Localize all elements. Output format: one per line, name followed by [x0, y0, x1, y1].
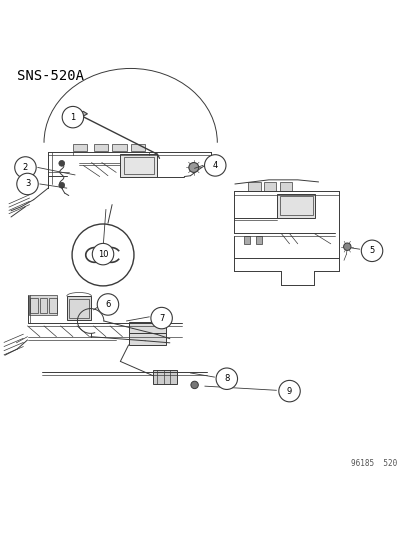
- Bar: [131, 143, 145, 151]
- Bar: [279, 196, 312, 215]
- Text: 3: 3: [25, 180, 30, 189]
- Circle shape: [216, 368, 237, 390]
- Text: 96185  520: 96185 520: [350, 459, 396, 468]
- Bar: [123, 157, 154, 174]
- Bar: [30, 298, 38, 313]
- Bar: [276, 194, 314, 218]
- Circle shape: [15, 157, 36, 178]
- Bar: [66, 296, 91, 320]
- Text: 10: 10: [97, 249, 108, 259]
- Circle shape: [59, 182, 64, 188]
- Circle shape: [92, 244, 114, 265]
- Circle shape: [17, 173, 38, 195]
- Circle shape: [62, 107, 83, 128]
- Text: 8: 8: [223, 374, 229, 383]
- Polygon shape: [74, 111, 87, 119]
- Bar: [69, 299, 89, 318]
- Circle shape: [150, 308, 172, 329]
- Bar: [263, 182, 275, 191]
- Bar: [153, 370, 177, 384]
- Circle shape: [278, 381, 299, 402]
- Bar: [40, 298, 47, 313]
- Circle shape: [72, 224, 134, 286]
- Bar: [128, 322, 165, 333]
- Text: 9: 9: [286, 386, 292, 395]
- Circle shape: [343, 243, 350, 251]
- Bar: [128, 333, 165, 345]
- Text: SNS-520A: SNS-520A: [17, 69, 84, 83]
- Text: 2: 2: [23, 163, 28, 172]
- Bar: [73, 143, 87, 151]
- Bar: [49, 298, 57, 313]
- Circle shape: [188, 163, 198, 172]
- Text: 1: 1: [70, 112, 75, 122]
- Circle shape: [204, 155, 225, 176]
- Bar: [93, 143, 108, 151]
- Text: 6: 6: [105, 300, 110, 309]
- Text: 4: 4: [212, 161, 217, 170]
- Bar: [255, 236, 261, 244]
- Circle shape: [361, 240, 382, 262]
- Bar: [244, 236, 250, 244]
- Bar: [28, 295, 57, 315]
- Bar: [248, 182, 260, 191]
- Bar: [120, 154, 157, 176]
- Circle shape: [97, 294, 119, 315]
- Bar: [112, 143, 126, 151]
- Circle shape: [190, 381, 198, 389]
- Text: 5: 5: [368, 246, 374, 255]
- Circle shape: [59, 160, 64, 166]
- Bar: [279, 182, 291, 191]
- Text: 7: 7: [159, 313, 164, 322]
